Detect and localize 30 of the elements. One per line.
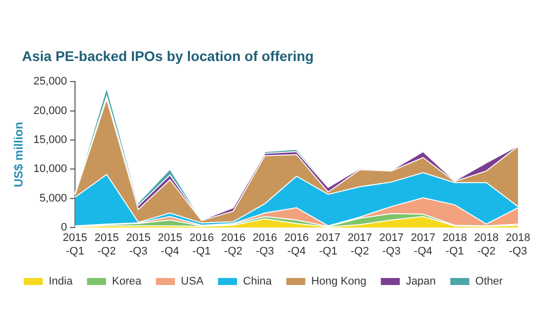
x-tick-label: 2017-Q2 bbox=[348, 232, 372, 258]
x-tick-label: 2017-Q3 bbox=[379, 232, 404, 258]
legend-label: USA bbox=[180, 276, 204, 288]
y-tick-label: 5,000 bbox=[40, 192, 68, 204]
x-tick-label: 2016-Q1 bbox=[189, 232, 214, 258]
y-tick-label: 20,000 bbox=[33, 104, 68, 117]
y-axis-title: US$ million bbox=[12, 122, 26, 188]
y-tick-label: 10,000 bbox=[33, 163, 68, 176]
chart-title: Asia PE-backed IPOs by location of offering bbox=[22, 48, 314, 64]
y-tick-label: 25,000 bbox=[33, 76, 68, 88]
x-tick-label: 2018-Q2 bbox=[474, 232, 499, 258]
x-tick-label: 2016-Q2 bbox=[221, 232, 246, 258]
y-tick-label: 0 bbox=[60, 222, 68, 234]
x-tick-label: 2015-Q3 bbox=[126, 232, 151, 258]
x-tick-label: 2015-Q1 bbox=[62, 232, 88, 258]
x-tick-label: 2015-Q4 bbox=[158, 232, 182, 258]
y-tick-label: 15,000 bbox=[33, 134, 68, 146]
x-tick-label: 2018-Q1 bbox=[442, 232, 467, 258]
legend-label: Hong Kong bbox=[311, 276, 366, 288]
legend-label: Korea bbox=[112, 276, 142, 288]
x-tick-label: 2016-Q3 bbox=[252, 232, 278, 258]
x-tick-label: 2017-Q1 bbox=[316, 232, 340, 258]
x-tick-label: 2018-Q3 bbox=[506, 232, 530, 258]
x-tick-label: 2015-Q2 bbox=[94, 232, 119, 258]
legend-label: India bbox=[48, 276, 74, 288]
legend-label: Other bbox=[475, 276, 504, 288]
legend-label: Japan bbox=[406, 276, 436, 288]
x-tick-label: 2016-Q4 bbox=[284, 232, 309, 258]
x-tick-label: 2017-Q4 bbox=[410, 232, 436, 258]
legend-label: China bbox=[243, 276, 273, 288]
